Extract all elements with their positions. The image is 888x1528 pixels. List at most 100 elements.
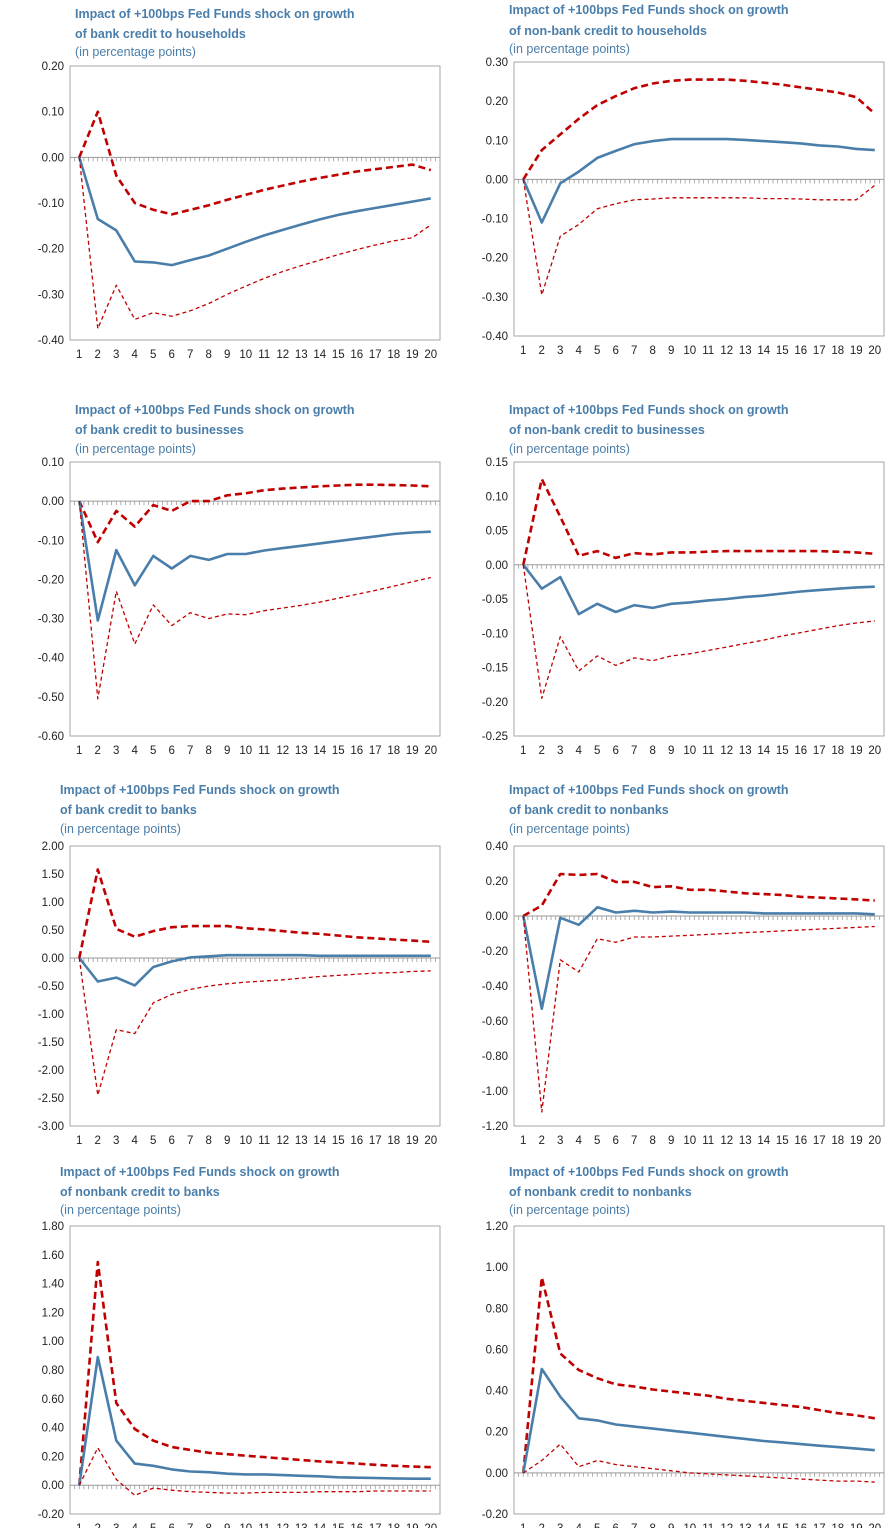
series-line-estimate [78, 500, 431, 622]
x-tick-label: 12 [720, 1135, 733, 1147]
x-tick-label: 5 [594, 745, 600, 757]
y-tick-label: 0.20 [42, 61, 64, 73]
y-tick-label: 1.00 [486, 1262, 508, 1274]
y-tick-label: -0.20 [482, 1509, 508, 1521]
chart-panel: Impact of +100bps Fed Funds shock on gro… [0, 0, 444, 382]
x-tick-label: 12 [276, 349, 289, 361]
series-line-upper [78, 110, 432, 216]
y-tick-label: 0.80 [42, 1365, 64, 1377]
chart-svg: Impact of +100bps Fed Funds shock on gro… [482, 403, 885, 757]
x-tick-label: 11 [258, 1523, 270, 1528]
x-tick-label: 18 [831, 1523, 844, 1528]
x-tick-label: 10 [683, 1523, 696, 1528]
series-line-estimate [522, 906, 875, 1011]
x-tick-label: 2 [95, 1523, 101, 1528]
x-tick-label: 17 [813, 1135, 826, 1147]
x-tick-label: 5 [594, 1135, 600, 1147]
x-tick-label: 7 [631, 1135, 637, 1147]
y-tick-label: 1.20 [486, 1221, 508, 1233]
x-tick-label: 2 [539, 1523, 545, 1528]
x-tick-label: 2 [95, 349, 101, 361]
x-tick-label: 4 [576, 345, 583, 357]
x-tick-label: 11 [702, 345, 714, 357]
x-tick-label: 9 [224, 745, 230, 757]
y-tick-label: 0.30 [486, 57, 508, 69]
x-tick-label: 14 [757, 745, 770, 757]
y-tick-label: -0.60 [38, 731, 64, 743]
y-tick-label: 2.00 [42, 841, 64, 853]
y-tick-label: 0.60 [42, 1394, 64, 1406]
y-tick-label: 0.20 [42, 1451, 64, 1463]
x-tick-label: 2 [95, 745, 101, 757]
y-tick-label: 0.10 [486, 135, 508, 147]
y-tick-label: 0.15 [486, 457, 508, 469]
y-tick-label: 0.00 [42, 953, 64, 965]
x-tick-label: 20 [868, 745, 881, 757]
series-line-lower [78, 157, 432, 330]
y-tick-label: 0.10 [42, 457, 64, 469]
x-tick-label: 20 [424, 1135, 437, 1147]
x-tick-label: 17 [369, 349, 382, 361]
x-tick-label: 3 [113, 349, 119, 361]
x-tick-label: 15 [332, 1523, 345, 1528]
x-tick-label: 16 [350, 349, 363, 361]
x-tick-label: 9 [668, 745, 674, 757]
x-tick-label: 9 [668, 1523, 674, 1528]
chart-subtitle: (in percentage points) [60, 822, 181, 836]
x-tick-label: 11 [258, 1135, 270, 1147]
series-line-upper [78, 868, 431, 959]
y-tick-label: 0.40 [486, 1386, 508, 1398]
x-tick-label: 1 [520, 345, 526, 357]
x-tick-label: 16 [794, 745, 807, 757]
x-tick-label: 10 [239, 349, 252, 361]
x-tick-label: 4 [132, 745, 139, 757]
series-line-lower [78, 957, 431, 1096]
y-tick-label: 0.50 [42, 925, 64, 937]
x-tick-label: 18 [387, 745, 400, 757]
x-tick-label: 19 [406, 745, 419, 757]
x-tick-label: 14 [313, 1135, 326, 1147]
chart-svg: Impact of +100bps Fed Funds shock on gro… [38, 7, 441, 361]
chart-subtitle: (in percentage points) [509, 1203, 630, 1217]
chart-panel: Impact of +100bps Fed Funds shock on gro… [0, 1146, 444, 1528]
x-tick-label: 9 [668, 345, 674, 357]
chart-svg: Impact of +100bps Fed Funds shock on gro… [38, 403, 441, 757]
x-tick-label: 17 [369, 745, 382, 757]
x-tick-label: 18 [831, 1135, 844, 1147]
y-tick-label: 1.50 [42, 869, 64, 881]
y-tick-label: -2.50 [38, 1093, 64, 1105]
chart-title-line2: of bank credit to households [75, 27, 246, 41]
y-tick-label: -0.20 [38, 574, 64, 586]
x-tick-label: 7 [187, 1135, 193, 1147]
x-tick-label: 9 [224, 349, 230, 361]
x-tick-label: 4 [576, 1135, 583, 1147]
y-tick-label: 0.60 [486, 1344, 508, 1356]
series-line-lower [522, 915, 875, 1113]
y-tick-label: -1.20 [482, 1121, 508, 1133]
x-tick-label: 8 [206, 745, 212, 757]
x-tick-label: 13 [739, 745, 752, 757]
plot-area-frame [69, 1225, 441, 1515]
plot-area-frame [69, 461, 441, 737]
chart-title: Impact of +100bps Fed Funds shock on gro… [509, 403, 789, 417]
y-tick-label: -0.10 [38, 198, 64, 210]
series-line-upper [78, 1260, 431, 1486]
x-tick-label: 11 [702, 745, 714, 757]
x-tick-label: 7 [187, 745, 193, 757]
plot-area-frame [513, 61, 885, 337]
x-tick-label: 16 [794, 1135, 807, 1147]
y-tick-label: -0.50 [38, 692, 64, 704]
x-tick-label: 14 [313, 745, 326, 757]
x-tick-label: 3 [557, 1135, 563, 1147]
y-tick-label: -0.10 [482, 214, 508, 226]
y-tick-label: 0.40 [42, 1423, 64, 1435]
x-tick-label: 6 [169, 1523, 175, 1528]
series-line-estimate [78, 953, 431, 987]
x-tick-label: 1 [76, 1135, 82, 1147]
series-line-lower [78, 1447, 431, 1496]
x-tick-label: 3 [113, 745, 119, 757]
series-line-upper [78, 483, 431, 544]
y-tick-label: -0.25 [482, 731, 508, 743]
x-tick-label: 12 [720, 1523, 733, 1528]
plot-area-frame [513, 1225, 885, 1515]
